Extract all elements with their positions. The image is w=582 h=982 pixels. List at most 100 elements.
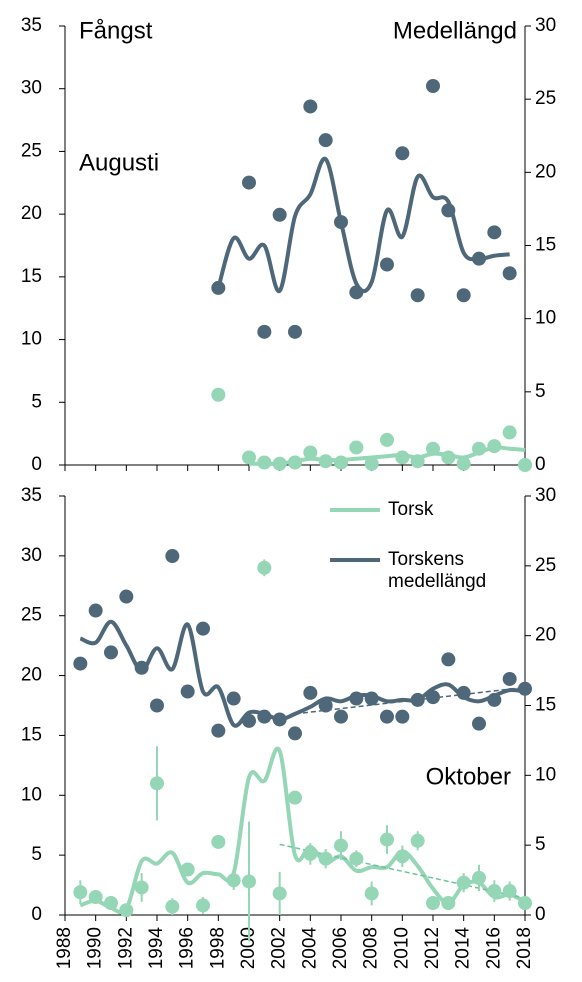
point [518, 458, 532, 472]
point [487, 225, 502, 240]
point [472, 251, 486, 266]
y2-tick-label: 25 [535, 88, 556, 109]
legend-label: Torsk [388, 499, 434, 520]
point [242, 713, 256, 728]
x-tick-label: 2018 [514, 927, 535, 969]
y2-label: Medellängd [393, 17, 517, 44]
y2-tick-label: 0 [535, 454, 546, 475]
point [165, 899, 180, 914]
point [426, 896, 440, 911]
y-tick-label: 5 [31, 844, 42, 865]
x-tick-label: 1992 [115, 927, 136, 969]
point [303, 445, 318, 460]
point [288, 324, 302, 339]
y-tick-label: 15 [21, 724, 42, 745]
point [318, 133, 333, 148]
point [303, 846, 318, 861]
point [349, 440, 364, 455]
point [134, 660, 149, 675]
point [395, 146, 410, 161]
point [150, 698, 164, 713]
point [288, 790, 302, 805]
x-tick-label: 1994 [146, 927, 167, 970]
y-tick-label: 20 [21, 203, 42, 224]
y2-tick-label: 5 [535, 381, 546, 402]
point [487, 439, 502, 454]
x-tick-label: 2014 [453, 927, 474, 970]
y-tick-label: 0 [31, 454, 42, 475]
y-label: Fångst [79, 17, 153, 44]
point [272, 456, 287, 471]
point [288, 726, 302, 741]
point [502, 884, 517, 899]
y2-tick-label: 10 [535, 308, 556, 329]
point [318, 698, 333, 713]
point [73, 885, 88, 900]
point [441, 450, 456, 465]
point [487, 692, 502, 707]
x-tick-label: 2008 [361, 927, 382, 969]
point [257, 709, 272, 724]
x-tick-label: 2010 [391, 927, 412, 969]
point [518, 681, 532, 696]
point [502, 266, 517, 281]
point [226, 691, 241, 706]
point [410, 454, 425, 469]
y2-tick-label: 5 [535, 834, 546, 855]
x-tick-label: 2006 [330, 927, 351, 969]
point [349, 285, 364, 300]
point [349, 851, 364, 866]
point [487, 884, 502, 899]
point [502, 425, 517, 440]
y2-tick-label: 0 [535, 904, 546, 925]
point [211, 387, 226, 402]
y2-tick-label: 30 [535, 485, 556, 506]
y-tick-label: 35 [21, 485, 42, 506]
trend-line [294, 686, 526, 715]
point [318, 454, 333, 469]
point [426, 690, 440, 705]
y-tick-label: 25 [21, 140, 42, 161]
point [380, 432, 394, 447]
point [364, 691, 379, 706]
legend-label: Torskens medellängd [388, 549, 487, 592]
point [364, 456, 379, 471]
point [395, 450, 410, 465]
point [104, 645, 118, 660]
point [119, 589, 134, 604]
point [211, 723, 226, 738]
point [502, 671, 517, 686]
y2-tick-label: 25 [535, 555, 556, 576]
y-tick-label: 30 [21, 545, 42, 566]
x-tick-label: 2012 [422, 927, 443, 969]
point [119, 903, 134, 918]
y2-tick-label: 10 [535, 764, 556, 785]
y-tick-label: 10 [21, 329, 42, 350]
y-tick-label: 10 [21, 784, 42, 805]
point [272, 207, 287, 222]
point [472, 441, 486, 456]
point [303, 685, 318, 700]
point [395, 849, 410, 864]
point [380, 832, 394, 847]
point [88, 890, 103, 905]
point [242, 175, 256, 190]
y-tick-label: 35 [21, 15, 42, 36]
x-tick-label: 1996 [177, 927, 198, 969]
x-tick-label: 2004 [299, 927, 320, 970]
y-tick-label: 20 [21, 665, 42, 686]
point [165, 549, 180, 564]
point [150, 776, 164, 791]
point [88, 603, 103, 618]
y2-tick-label: 15 [535, 235, 556, 256]
point [441, 652, 456, 667]
point [334, 455, 348, 470]
point [395, 709, 410, 724]
y-tick-label: 5 [31, 391, 42, 412]
y2-tick-label: 20 [535, 625, 556, 646]
point [518, 896, 532, 911]
point [410, 288, 425, 303]
y2-tick-label: 20 [535, 161, 556, 182]
